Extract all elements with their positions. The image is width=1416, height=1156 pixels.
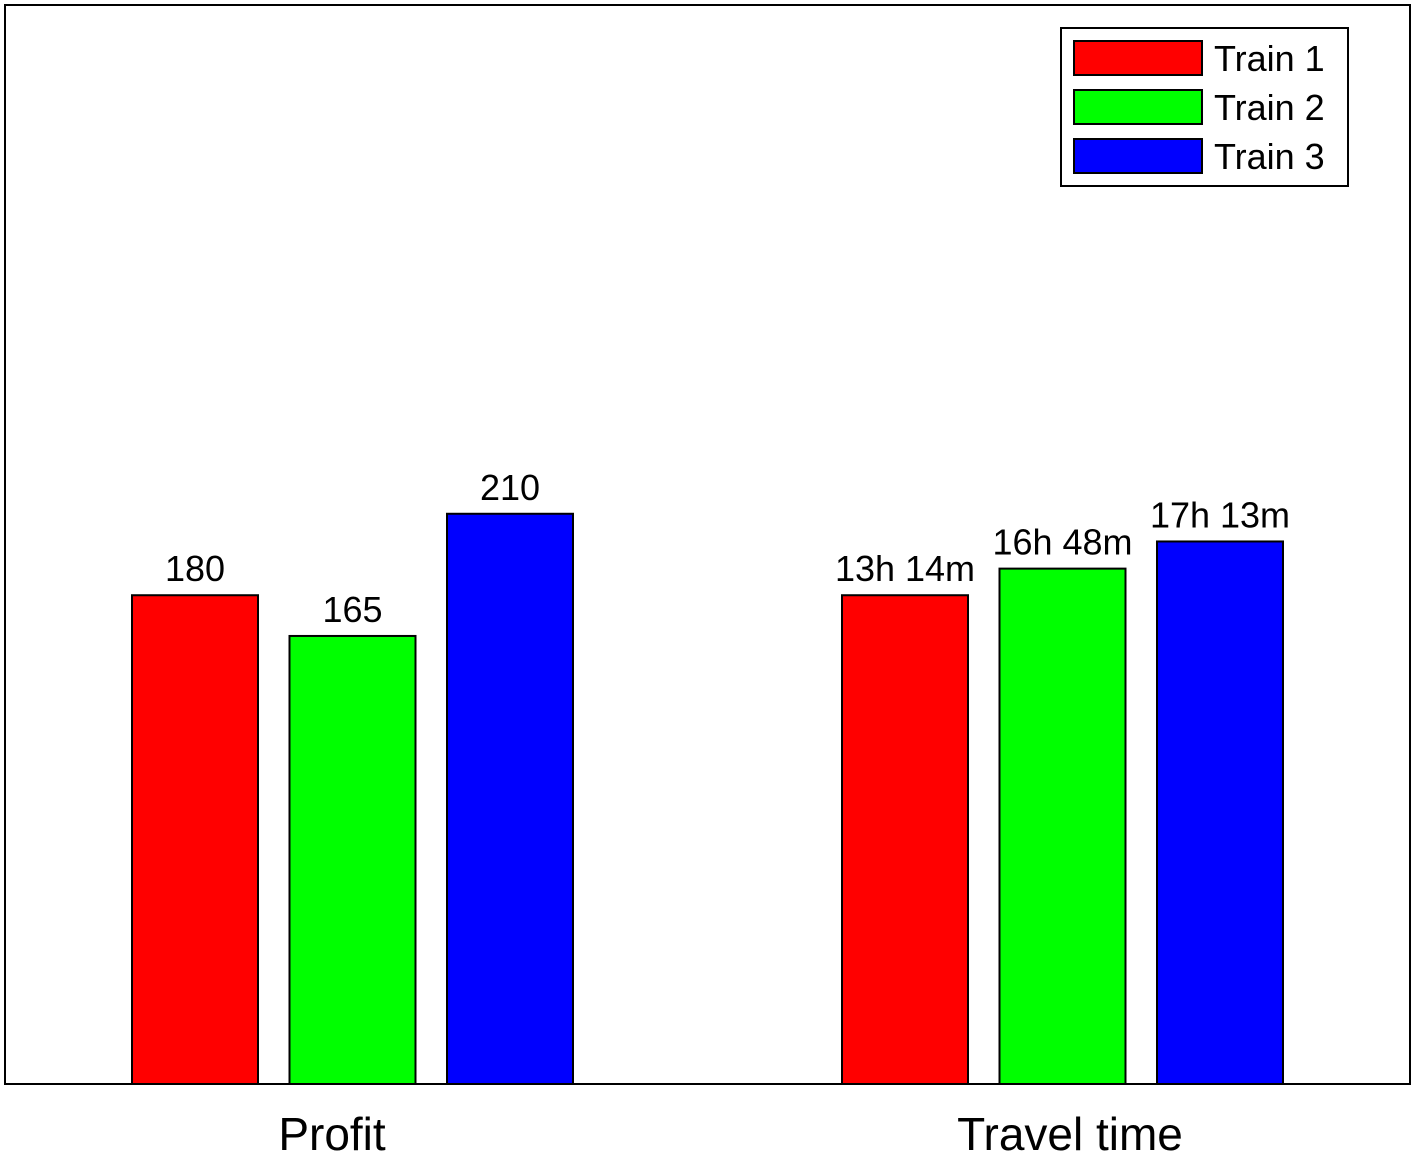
- data-labels-layer: 180 165 210 13h 14m 16h 48m 17h 13m: [165, 467, 1290, 630]
- legend-label-train-1: Train 1: [1214, 38, 1325, 79]
- bar-train-3-profit: [446, 512, 574, 1085]
- data-label-train-1-profit: 180: [165, 548, 225, 589]
- category-label-profit: Profit: [278, 1108, 386, 1156]
- category-tick-labels: Profit Travel time: [278, 1108, 1183, 1156]
- legend-swatch-train-3: [1073, 138, 1203, 174]
- legend-swatch-train-2: [1073, 89, 1203, 125]
- legend-label-train-3: Train 3: [1214, 136, 1325, 177]
- data-label-train-1-travel-time: 13h 14m: [835, 548, 975, 589]
- data-label-train-2-travel-time: 16h 48m: [992, 522, 1132, 563]
- bars-layer: [131, 512, 1284, 1086]
- bar-train-2-travel-time: [998, 567, 1127, 1085]
- data-label-train-3-travel-time: 17h 13m: [1150, 494, 1290, 535]
- bar-train-1-profit: [131, 594, 259, 1086]
- data-label-train-3-profit: 210: [480, 467, 540, 508]
- bar-train-1-travel-time: [841, 594, 969, 1086]
- legend: Train 1 Train 2 Train 3: [1060, 27, 1349, 187]
- bar-train-2-profit: [288, 634, 417, 1085]
- data-label-train-2-profit: 165: [322, 589, 382, 630]
- legend-swatch-train-1: [1073, 40, 1203, 76]
- category-label-travel-time: Travel time: [957, 1108, 1183, 1156]
- bar-train-3-travel-time: [1156, 540, 1284, 1085]
- legend-label-train-2: Train 2: [1214, 87, 1325, 128]
